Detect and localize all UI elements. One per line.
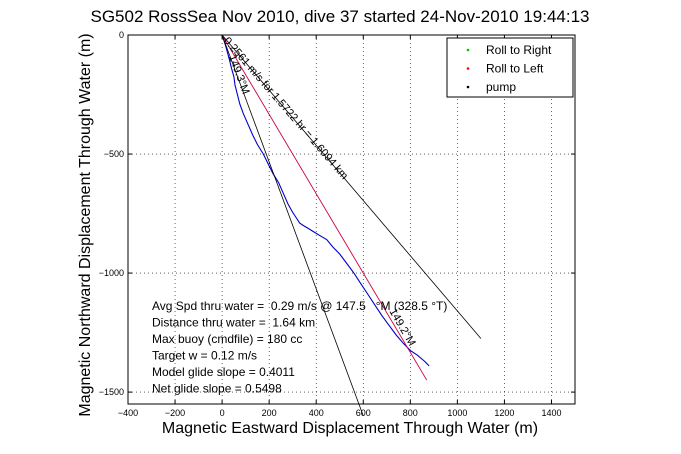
legend-marker — [466, 48, 470, 52]
x-axis-label: Magnetic Eastward Displacement Through W… — [162, 420, 538, 437]
legend-marker — [466, 67, 470, 70]
y-tick-label: 0 — [119, 30, 124, 40]
x-tick-label: 200 — [262, 408, 277, 418]
legend-label: pump — [486, 80, 516, 94]
heading-line — [221, 34, 428, 381]
stats-line: Distance thru water = 1.64 km — [152, 316, 315, 330]
chart-title: SG502 RossSea Nov 2010, dive 37 started … — [91, 7, 590, 26]
y-tick-label: −1500 — [99, 387, 124, 397]
ticks: −400 −200 0 200 400 600 800 1000 1200 1400 0 −500 −1… — [99, 30, 575, 418]
stats-line: Max buoy (cmdfile) = 180 cc — [152, 332, 302, 346]
legend-label: Roll to Right — [486, 43, 552, 57]
stats-line: Target w = 0.12 m/s — [152, 349, 257, 363]
grid — [127, 34, 575, 404]
x-tick-label: 600 — [356, 408, 371, 418]
stats-line: Avg Spd thru water = 0.29 m/s @ 147.5 °M… — [152, 299, 447, 313]
legend: Roll to Right Roll to Left pump — [446, 37, 574, 98]
stats-line: Model glide slope = 0.4011 — [152, 365, 295, 379]
heading-annotation: 0.2561 m/s for 1.5722 hr = 1.6094 km — [221, 35, 350, 182]
stats-block: Avg Spd thru water = 0.29 m/s @ 147.5 °M… — [152, 299, 447, 396]
plot-frame — [127, 34, 576, 405]
x-tick-label: 800 — [403, 408, 418, 418]
x-tick-label: 1200 — [494, 408, 514, 418]
x-tick-label: −200 — [165, 408, 185, 418]
legend-label: Roll to Left — [486, 62, 544, 76]
x-tick-label: 1000 — [447, 408, 467, 418]
stats-line: Net glide slope = 0.5498 — [152, 382, 282, 396]
y-axis-label: Magnetic Northward Displacement Through … — [77, 33, 94, 416]
dive-track-line — [221, 34, 430, 367]
y-tick-label: −1000 — [99, 268, 124, 278]
heading-bound-line — [221, 34, 482, 339]
legend-marker — [466, 85, 470, 89]
x-tick-label: 1400 — [541, 408, 561, 418]
series-layer — [221, 34, 482, 417]
x-tick-label: 0 — [220, 408, 225, 418]
heading-bound-line — [221, 34, 364, 417]
x-tick-label: 400 — [309, 408, 324, 418]
x-tick-label: −400 — [118, 408, 138, 418]
y-tick-label: −500 — [104, 149, 124, 159]
